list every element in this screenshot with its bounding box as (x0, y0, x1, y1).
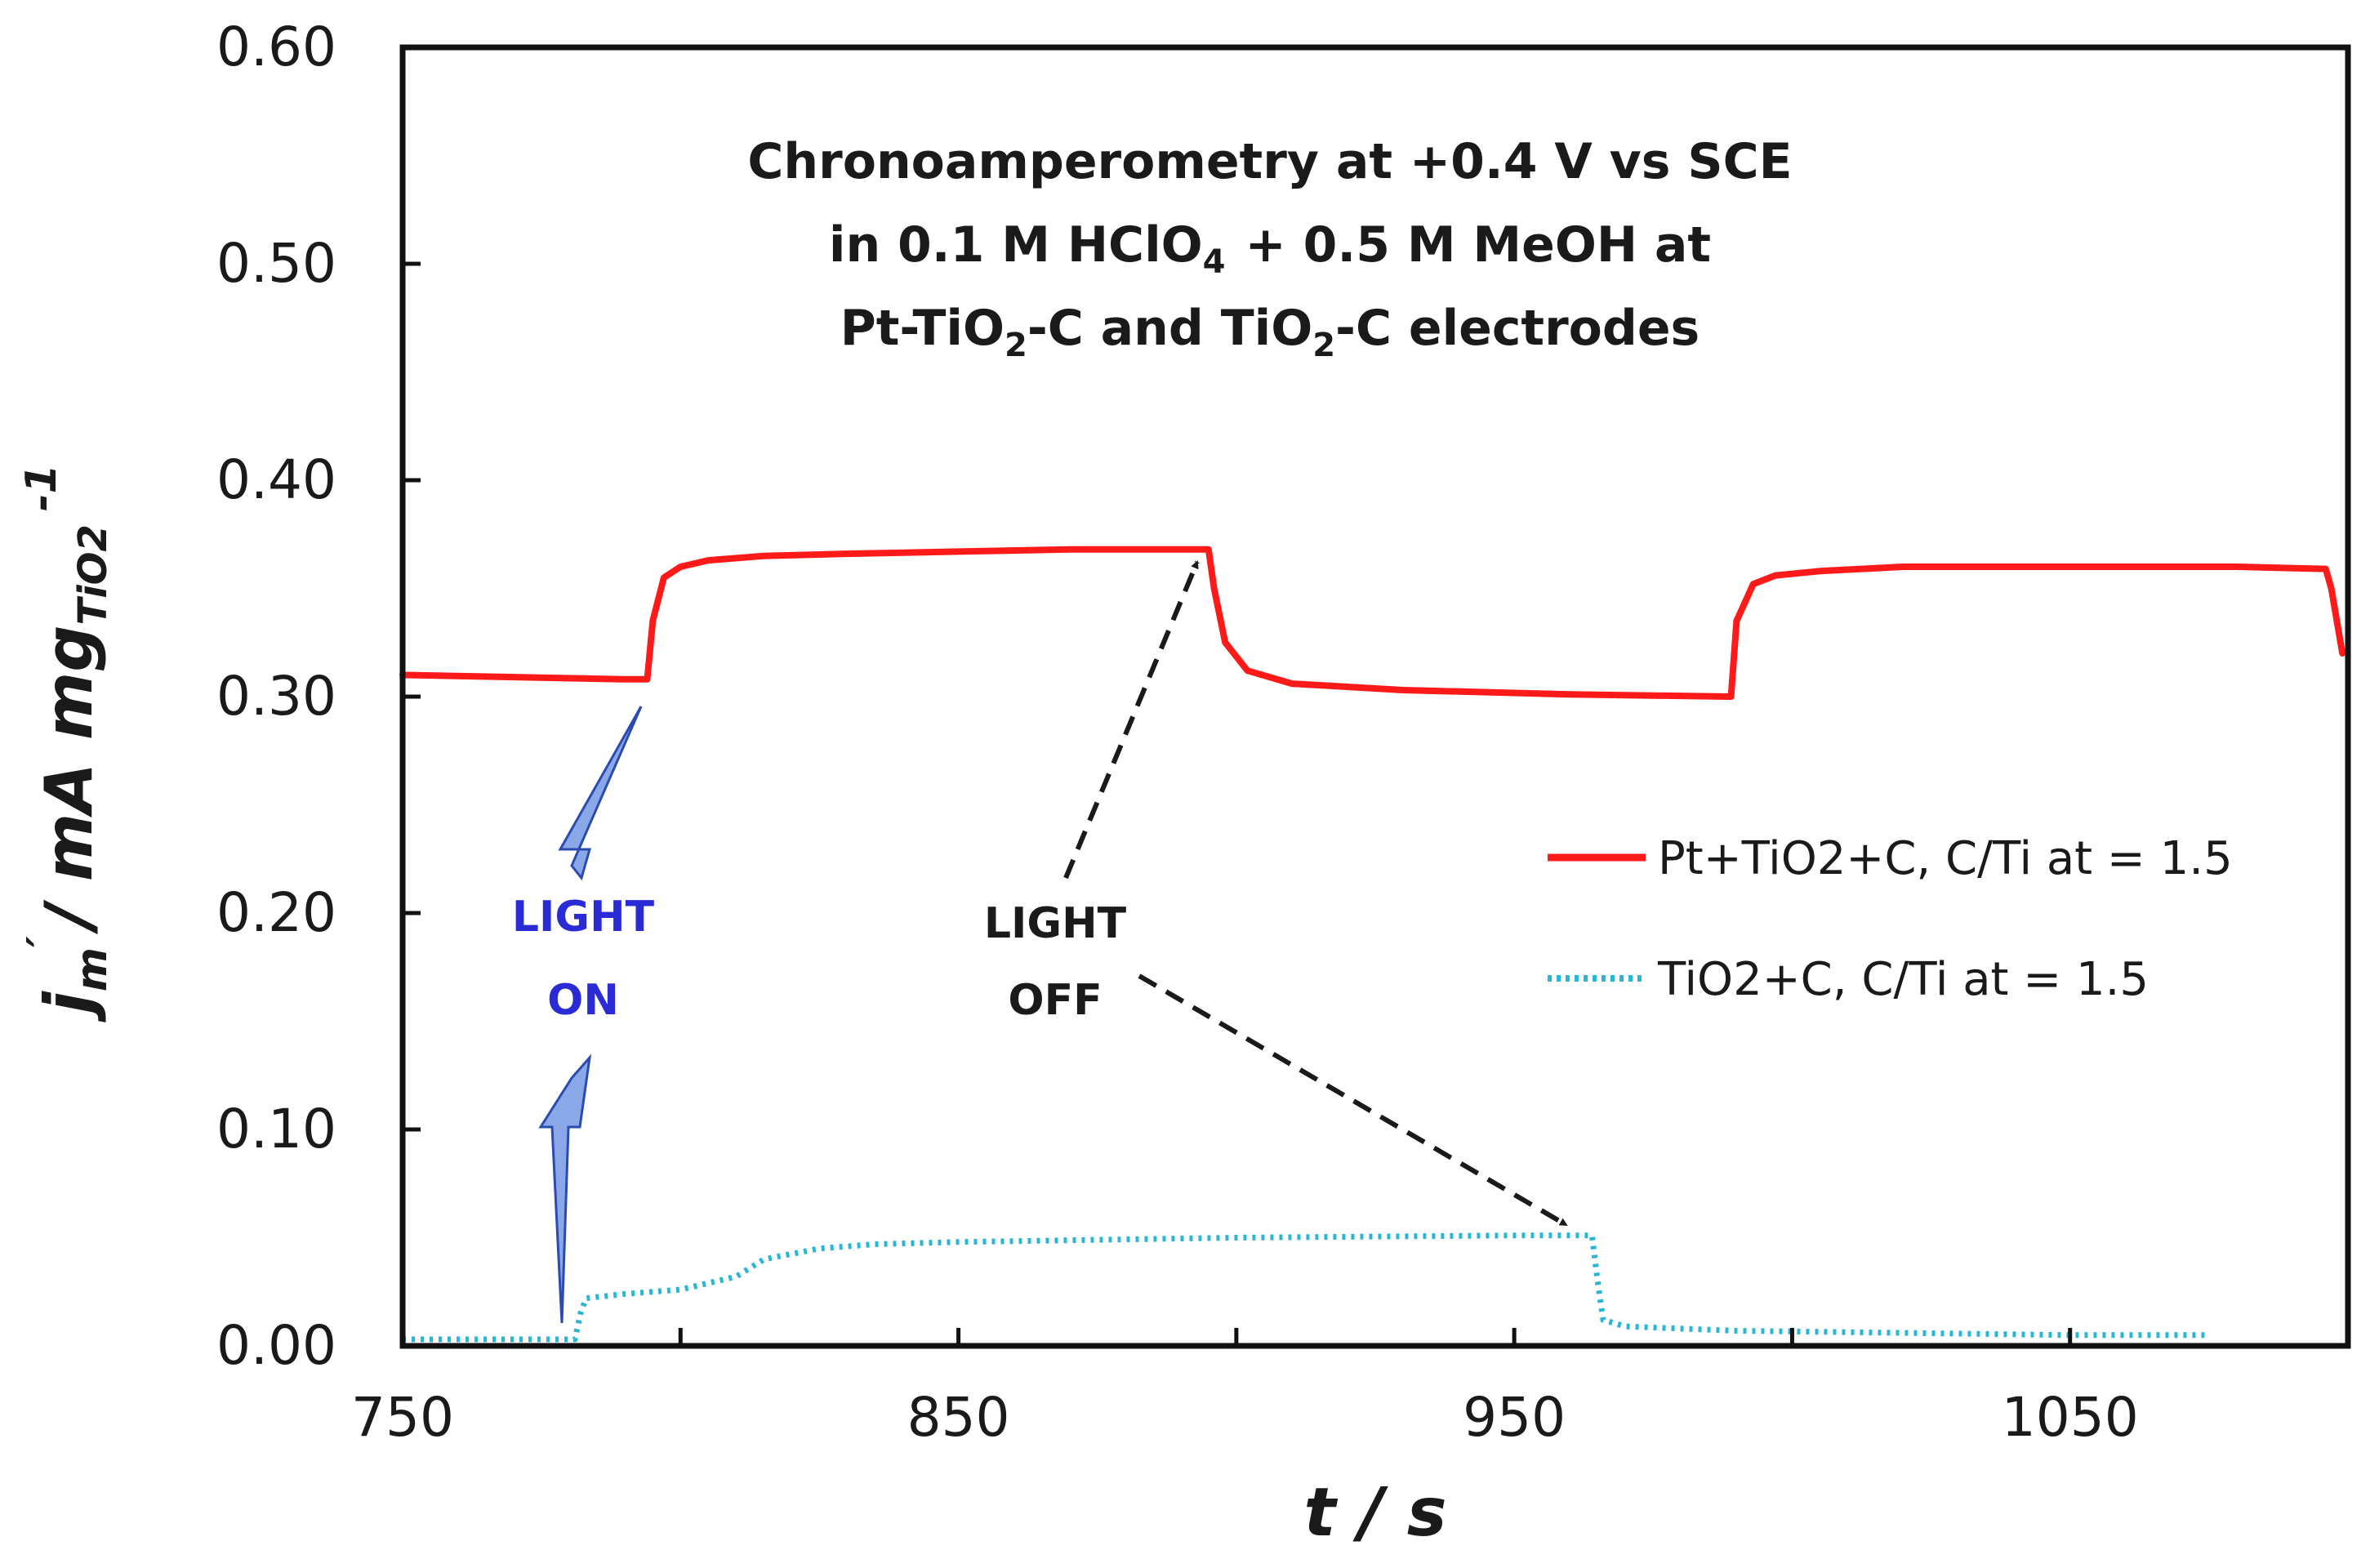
y-axis-title-prime: ′ (19, 936, 68, 947)
legend: Pt+TiO2+C, C/Ti at = 1.5 TiO2+C, C/Ti at… (1548, 832, 2233, 1006)
light-off-annotation: LIGHT OFF (984, 560, 1568, 1227)
y-tick-label: 0.00 (216, 1314, 336, 1377)
title-line-2-part-1: in 0.1 M HClO (829, 216, 1203, 274)
y-axis-title: jm′/ mA mgTiO2-1 (17, 464, 117, 1022)
title-line-2-part-2: + 0.5 M MeOH at (1245, 216, 1711, 274)
y-tick-label: 0.50 (216, 232, 336, 295)
title-line-2-sub: 4 (1203, 243, 1226, 281)
title-line-3-sub-1: 2 (1005, 327, 1027, 364)
y-axis-title-j: j (31, 991, 107, 1023)
series-line-1 (403, 1232, 2209, 1343)
y-tick-label: 0.30 (216, 665, 336, 728)
y-tick-label: 0.10 (216, 1098, 336, 1160)
y-tick-label: 0.20 (216, 881, 336, 944)
series-line-0 (399, 546, 2346, 700)
legend-label-pt-tio2-c: Pt+TiO2+C, C/Ti at = 1.5 (1658, 832, 2233, 885)
light-on-label-line-2: ON (547, 976, 619, 1025)
series-layer (399, 546, 2346, 1343)
title-line-1: Chronoamperometry at +0.4 V vs SCE (747, 133, 1792, 190)
light-off-label-line-1: LIGHT (984, 899, 1127, 948)
y-axis-title-unit-sup: -1 (17, 464, 66, 511)
title-line-3-part-1: Pt-TiO (840, 300, 1005, 357)
y-axis-title-j-sub: m (68, 947, 117, 991)
light-off-label-line-2: OFF (1008, 976, 1102, 1025)
legend-label-tio2-c: TiO2+C, C/Ti at = 1.5 (1657, 953, 2149, 1006)
title-line-3: Pt-TiO2-C and TiO2-C electrodes (840, 300, 1700, 364)
ticks-layer: 0.00 0.10 0.20 0.30 0.40 0.50 0.60 750 850 950 105… (216, 16, 2139, 1449)
title-line-3-part-3: -C electrodes (1335, 300, 1700, 357)
chart-title: Chronoamperometry at +0.4 V vs SCE in 0.… (747, 133, 1792, 364)
title-line-3-sub-2: 2 (1312, 327, 1335, 364)
title-line-2: in 0.1 M HClO4 + 0.5 M MeOH at (829, 216, 1711, 281)
y-tick-label: 0.40 (216, 448, 336, 511)
x-tick-label: 1050 (2002, 1386, 2139, 1449)
x-axis-title: t / s (1303, 1474, 1446, 1552)
light-on-arrow-upper (558, 706, 643, 881)
y-axis-title-unit: / mA mg (31, 626, 107, 935)
light-on-label-line-1: LIGHT (512, 893, 655, 942)
light-on-annotation: LIGHT ON (512, 706, 655, 1324)
y-axis-title-unit-sub: TiO2 (70, 524, 116, 625)
title-line-3-part-2: -C and TiO (1027, 300, 1312, 357)
x-tick-label: 850 (907, 1386, 1010, 1449)
x-tick-label: 750 (351, 1386, 454, 1449)
light-off-arrow-down (1138, 973, 1568, 1227)
light-off-arrow-up (1063, 560, 1200, 880)
x-tick-label: 950 (1463, 1386, 1566, 1449)
y-tick-label: 0.60 (216, 16, 336, 78)
light-on-arrow-lower (538, 1054, 592, 1324)
